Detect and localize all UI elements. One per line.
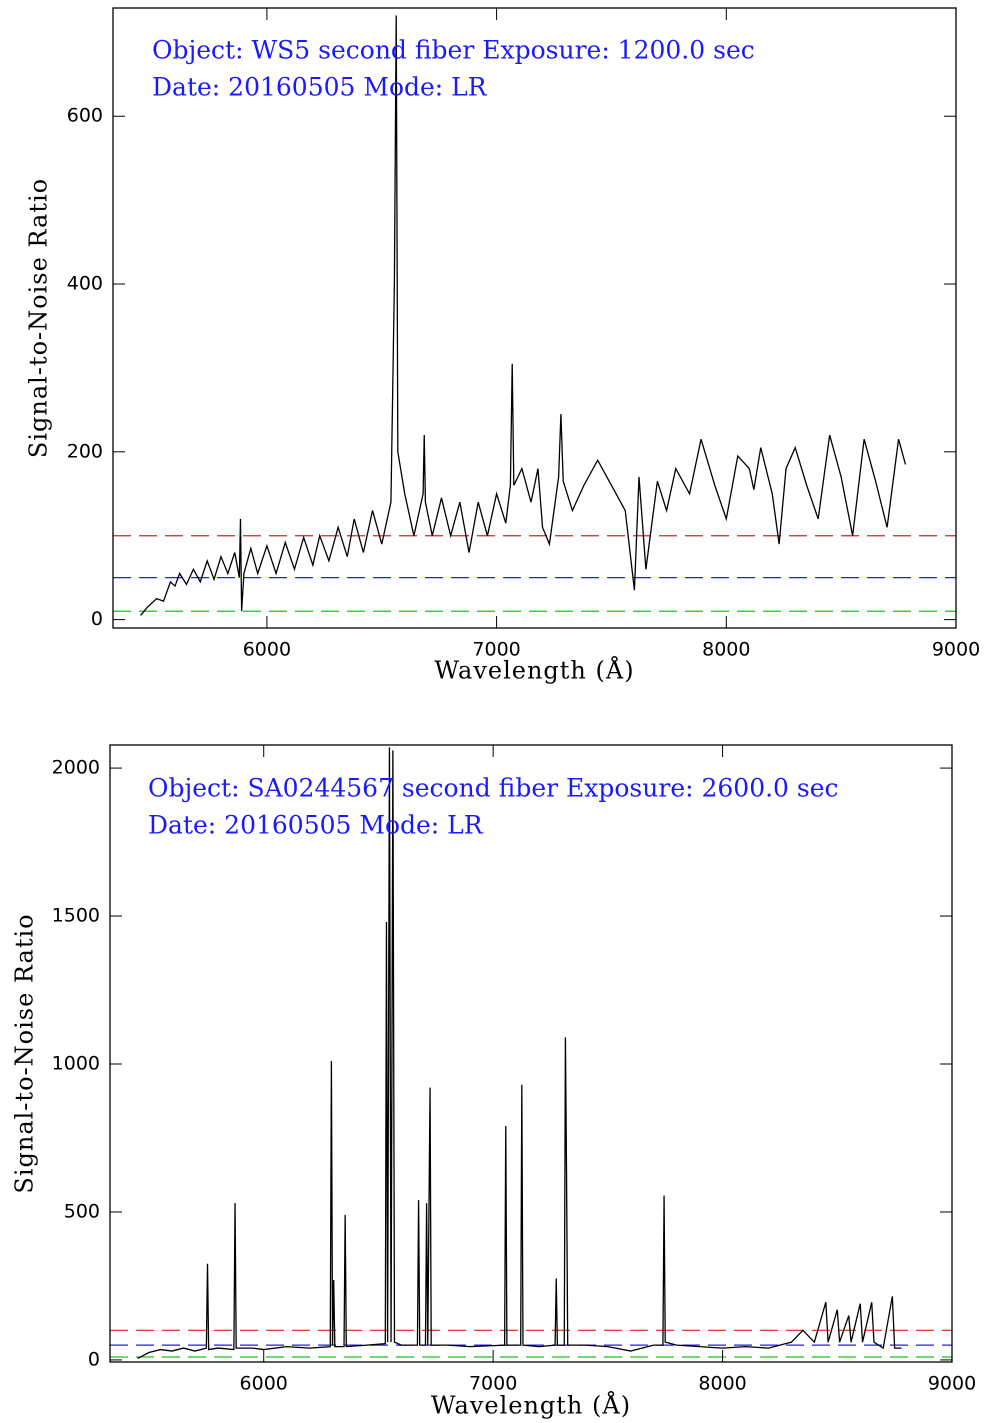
plot-frame — [109, 744, 953, 1363]
x-tick-label: 8000 — [698, 1373, 746, 1395]
data-line — [137, 747, 902, 1360]
y-tick-label: 0 — [91, 608, 103, 630]
annotation: Date: 20160505 Mode: LR — [148, 811, 484, 840]
plot-frame — [112, 7, 957, 629]
y-axis-label: Signal-to-Noise Ratio — [25, 178, 53, 458]
x-tick-label: 6000 — [240, 1373, 288, 1395]
y-axis-label: Signal-to-Noise Ratio — [11, 913, 39, 1193]
x-tick-label: 7000 — [472, 639, 520, 661]
x-axis-label: Wavelength (Å) — [431, 1391, 631, 1420]
annotation: Object: SA0244567 second fiber Exposure:… — [148, 774, 839, 803]
x-tick-label: 9000 — [932, 639, 980, 661]
data-line — [140, 15, 907, 616]
y-tick-label: 2000 — [52, 757, 100, 779]
x-tick-label: 7000 — [469, 1373, 517, 1395]
y-tick-label: 600 — [67, 105, 103, 127]
y-tick-label: 500 — [64, 1200, 100, 1222]
y-tick-label: 1500 — [52, 905, 100, 927]
x-tick-label: 8000 — [702, 639, 750, 661]
annotation: Date: 20160505 Mode: LR — [152, 73, 488, 102]
y-tick-label: 200 — [67, 440, 103, 462]
x-tick-label: 9000 — [928, 1373, 976, 1395]
y-tick-label: 1000 — [52, 1053, 100, 1075]
annotation: Object: WS5 second fiber Exposure: 1200.… — [152, 36, 755, 65]
x-tick-label: 6000 — [243, 639, 291, 661]
x-axis-label: Wavelength (Å) — [434, 656, 634, 685]
y-tick-label: 400 — [67, 273, 103, 295]
y-tick-label: 0 — [88, 1348, 100, 1370]
